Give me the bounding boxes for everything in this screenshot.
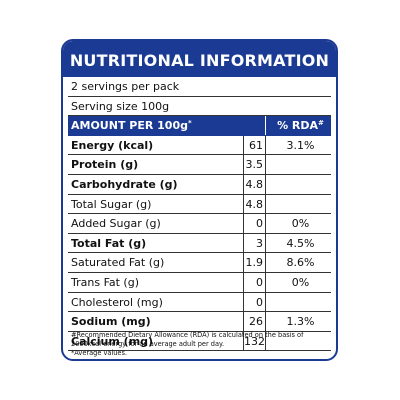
table-row: Trans Fat (g) 0 0% <box>68 272 331 293</box>
table-row: Energy (kcal) 61 3.1% <box>68 135 331 156</box>
row-name: Carbohydrate (g) <box>71 177 178 191</box>
footnote-average: *Average values. <box>71 349 128 357</box>
row-value: 0 <box>243 272 265 292</box>
row-rda <box>265 292 335 312</box>
row-value: 1.9 <box>243 253 265 272</box>
nutrition-rows: 2 servings per pack Serving size 100g AM… <box>68 77 331 352</box>
row-name: Sodium (mg) <box>71 315 151 329</box>
rda-header: % RDA# <box>265 116 335 135</box>
row-name: Protein (g) <box>71 158 139 172</box>
row-rda: 8.6% <box>265 253 335 272</box>
row-name: Total Sugar (g) <box>71 197 152 211</box>
row-rda <box>265 331 335 351</box>
row-value: 3 <box>243 233 265 253</box>
row-value: 3.5 <box>243 155 265 174</box>
row-value: 61 <box>243 135 265 155</box>
table-row: Protein (g) 3.5 <box>68 155 331 175</box>
row-rda: 4.5% <box>265 233 335 253</box>
row-rda: 0% <box>265 214 335 233</box>
footnotes: #Recommended Dietary Allowance (RDA) is … <box>71 331 330 358</box>
table-row: Total Fat (g) 3 4.5% <box>68 233 331 254</box>
row-name: Cholesterol (mg) <box>71 295 163 309</box>
nutrition-label: NUTRITIONAL INFORMATION 2 servings per p… <box>61 39 338 361</box>
amount-header: AMOUNT PER 100g* <box>68 116 243 135</box>
row-rda: 3.1% <box>265 135 335 155</box>
amount-header-text: AMOUNT PER 100g <box>71 119 188 133</box>
row-rda: 1.3% <box>265 312 335 331</box>
amount-header-mark: * <box>188 119 192 128</box>
row-rda <box>265 155 335 174</box>
row-name: Calcium (mg) <box>71 334 154 348</box>
footnote-rda: #Recommended Dietary Allowance (RDA) is … <box>71 331 304 348</box>
table-row: Cholesterol (mg) 0 <box>68 292 331 313</box>
row-value: 4.8 <box>243 194 265 214</box>
row-rda <box>265 194 335 214</box>
row-name: Trans Fat (g) <box>71 275 139 289</box>
table-row: Total Sugar (g) 4.8 <box>68 194 331 215</box>
table-row: Saturated Fat (g) 1.9 8.6% <box>68 253 331 273</box>
table-row: Added Sugar (g) 0 0% <box>68 214 331 234</box>
row-name: Total Fat (g) <box>71 236 147 250</box>
row-value: 4.8 <box>243 174 265 194</box>
label-title: NUTRITIONAL INFORMATION <box>63 41 336 77</box>
row-value: 26 <box>243 312 265 331</box>
row-value: 0 <box>243 214 265 233</box>
row-name: Energy (kcal) <box>71 138 154 152</box>
rda-header-text: % RDA <box>277 119 319 133</box>
table-row: Calcium (mg) 132 <box>68 331 331 352</box>
serving-size: Serving size 100g <box>68 97 331 117</box>
table-row: Sodium (mg) 26 1.3% <box>68 312 331 332</box>
table-header-row: AMOUNT PER 100g* % RDA# <box>68 116 331 136</box>
row-rda: 0% <box>265 272 335 292</box>
row-rda <box>265 174 335 194</box>
row-name: Added Sugar (g) <box>71 217 161 231</box>
servings-per-pack: 2 servings per pack <box>68 77 331 97</box>
table-row: Carbohydrate (g) 4.8 <box>68 174 331 195</box>
row-value: 132 <box>243 331 265 351</box>
row-value: 0 <box>243 292 265 312</box>
row-name: Saturated Fat (g) <box>71 256 165 270</box>
rda-header-mark: # <box>318 119 324 128</box>
